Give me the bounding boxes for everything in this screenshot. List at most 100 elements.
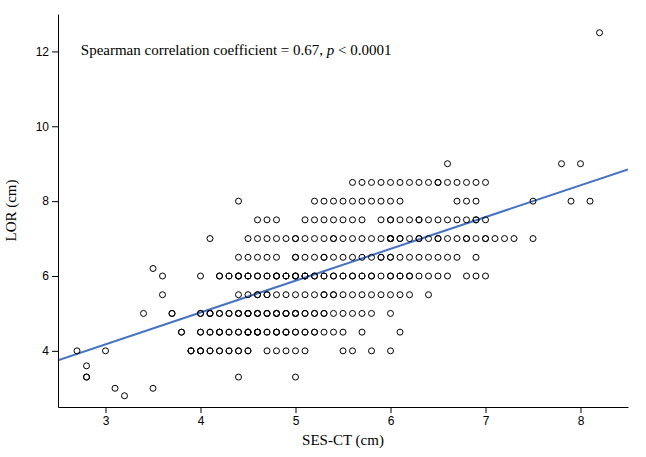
point [407,273,413,279]
point [84,374,90,380]
point [350,273,356,279]
tick: 4 [198,407,205,428]
point [483,273,489,279]
point [312,236,318,242]
point [169,310,175,316]
point [416,236,422,242]
point [340,292,346,298]
tick-mark [486,407,487,413]
point [397,273,403,279]
point [245,310,251,316]
point [207,310,213,316]
point [369,198,375,204]
tick-label: 4 [198,414,205,428]
point [340,217,346,223]
point [407,273,413,279]
point [340,254,346,260]
point [350,254,356,260]
point [283,329,289,335]
tick: 6 [42,269,58,283]
point [150,385,156,391]
point [255,273,261,279]
point [255,329,261,335]
point [283,329,289,335]
point [236,310,242,316]
point [369,348,375,354]
tick-label: 8 [578,414,585,428]
point [350,273,356,279]
point [559,161,565,167]
point [274,310,280,316]
point [264,254,270,260]
point [312,273,318,279]
point [388,236,394,242]
point [217,329,223,335]
point [426,254,432,260]
point [426,217,432,223]
point [264,348,270,354]
point [245,236,251,242]
point [207,329,213,335]
point [274,273,280,279]
point [245,310,251,316]
point [274,273,280,279]
point [312,329,318,335]
point [236,254,242,260]
point [359,292,365,298]
point [217,310,223,316]
point [388,217,394,223]
point [388,348,394,354]
point [473,254,479,260]
point [340,348,346,354]
point [359,179,365,185]
point [226,348,232,354]
point [359,217,365,223]
point [264,310,270,316]
point [321,310,327,316]
point [264,292,270,298]
point [226,310,232,316]
point [293,273,299,279]
point [236,329,242,335]
point [226,329,232,335]
point [502,236,508,242]
point [597,30,603,36]
point [445,161,451,167]
point [464,236,470,242]
point [217,348,223,354]
annotation-part: < 0.0001 [334,42,391,58]
point [122,393,128,399]
point [407,254,413,260]
point [302,217,308,223]
point [302,292,308,298]
point [359,254,365,260]
point [293,374,299,380]
point [359,273,365,279]
point [283,236,289,242]
point [283,348,289,354]
x-axis-line [59,407,629,408]
point [236,273,242,279]
point [397,254,403,260]
point [245,310,251,316]
point [331,329,337,335]
point [283,292,289,298]
point [198,310,204,316]
annotation-part: Spearman correlation coefficient = 0.67, [81,42,327,58]
point [274,254,280,260]
point [293,254,299,260]
point [302,348,308,354]
tick-label: 10 [36,120,50,134]
tick: 6 [388,407,395,428]
plot-area [58,30,628,399]
point [473,273,479,279]
point [255,292,261,298]
point [245,310,251,316]
point [283,310,289,316]
point [150,266,156,272]
point [264,310,270,316]
point [141,310,147,316]
point [464,217,470,223]
tick-mark [581,407,582,413]
tick-mark [296,407,297,413]
